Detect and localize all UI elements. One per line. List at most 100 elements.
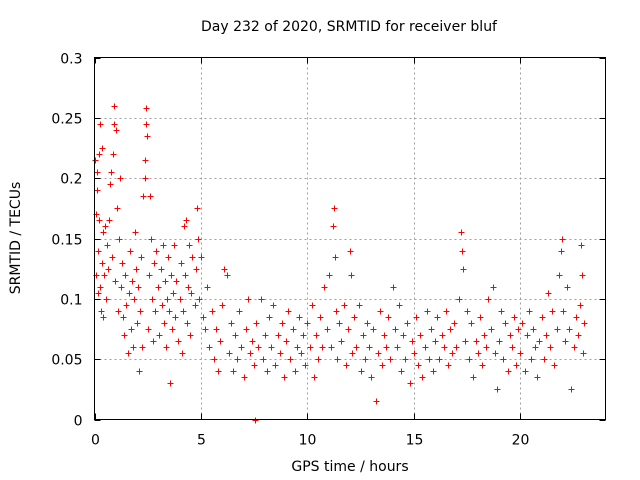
data-point xyxy=(551,362,558,369)
data-point xyxy=(311,374,318,381)
data-point xyxy=(581,320,588,327)
data-point xyxy=(459,248,466,255)
data-point xyxy=(125,350,132,357)
data-point xyxy=(522,368,529,375)
data-point xyxy=(151,260,158,267)
data-point xyxy=(517,350,524,357)
data-point xyxy=(309,302,316,309)
data-point xyxy=(105,266,112,273)
data-point xyxy=(381,332,388,339)
data-point xyxy=(492,350,499,357)
data-point xyxy=(571,344,578,351)
data-point xyxy=(392,326,399,333)
data-point xyxy=(379,362,386,369)
data-point xyxy=(343,362,350,369)
data-point xyxy=(333,308,340,315)
data-point xyxy=(488,326,495,333)
data-point xyxy=(152,308,159,315)
data-point xyxy=(103,296,110,303)
data-point xyxy=(494,386,501,393)
data-point xyxy=(349,350,356,357)
x-tick-labels: 0 5 10 15 20 xyxy=(91,433,529,449)
data-point xyxy=(253,320,260,327)
data-point xyxy=(348,272,355,279)
data-point xyxy=(262,332,269,339)
data-point xyxy=(356,302,363,309)
y-tick-label: 0.15 xyxy=(51,233,82,249)
data-point xyxy=(447,326,454,333)
data-point xyxy=(415,362,422,369)
y-tick-labels: 0 0.05 0.1 0.15 0.2 0.25 0.3 xyxy=(51,52,82,430)
data-point xyxy=(169,326,176,333)
data-point xyxy=(266,314,273,321)
data-point xyxy=(144,133,151,140)
data-point xyxy=(358,368,365,375)
data-point xyxy=(94,187,101,194)
data-point xyxy=(140,193,147,200)
data-point xyxy=(290,326,297,333)
data-point xyxy=(458,229,465,236)
data-point xyxy=(243,326,250,333)
data-point xyxy=(187,332,194,339)
y-tick-label: 0.2 xyxy=(60,172,82,188)
data-point xyxy=(564,284,571,291)
data-point xyxy=(213,326,220,333)
data-point xyxy=(432,338,439,345)
data-point xyxy=(559,236,566,243)
data-point xyxy=(530,326,537,333)
data-point xyxy=(215,368,222,375)
data-point xyxy=(129,278,136,285)
data-point xyxy=(96,217,103,224)
data-point xyxy=(534,374,541,381)
data-point xyxy=(321,284,328,291)
data-point xyxy=(150,338,157,345)
data-point xyxy=(122,272,129,279)
data-point xyxy=(249,338,256,345)
data-point xyxy=(160,242,167,249)
data-point xyxy=(436,356,443,363)
data-point xyxy=(172,314,179,321)
x-tick-label: 0 xyxy=(91,433,100,449)
data-point xyxy=(430,368,437,375)
data-point xyxy=(173,278,180,285)
data-point xyxy=(577,302,584,309)
data-point xyxy=(400,332,407,339)
data-point xyxy=(507,332,514,339)
data-point xyxy=(568,386,575,393)
x-tick-label: 15 xyxy=(406,433,424,449)
chart-title: Day 232 of 2020, SRMTID for receiver blu… xyxy=(201,19,498,35)
y-tick-label: 0.1 xyxy=(60,293,82,309)
data-point xyxy=(287,356,294,363)
data-point xyxy=(579,272,586,279)
data-point xyxy=(383,344,390,351)
data-point xyxy=(177,296,184,303)
data-point xyxy=(127,248,134,255)
data-point xyxy=(252,417,259,424)
x-axis-label: GPS time / hours xyxy=(291,459,408,475)
data-point xyxy=(347,248,354,255)
data-point xyxy=(453,344,460,351)
data-point xyxy=(188,290,195,297)
data-point xyxy=(123,302,130,309)
data-point xyxy=(146,272,153,279)
data-point xyxy=(341,302,348,309)
data-point xyxy=(165,254,172,261)
data-point xyxy=(404,320,411,327)
data-point xyxy=(573,314,580,321)
data-point xyxy=(247,350,254,357)
data-point xyxy=(193,266,200,273)
data-point xyxy=(302,362,309,369)
data-point xyxy=(526,308,533,315)
data-point xyxy=(92,157,99,164)
data-point xyxy=(528,356,535,363)
data-point xyxy=(99,145,106,152)
data-point xyxy=(106,217,113,224)
data-point xyxy=(328,344,335,351)
data-point xyxy=(385,314,392,321)
data-point xyxy=(130,344,137,351)
data-point xyxy=(171,242,178,249)
data-point xyxy=(158,266,165,273)
data-point xyxy=(149,296,156,303)
data-point xyxy=(118,284,125,291)
